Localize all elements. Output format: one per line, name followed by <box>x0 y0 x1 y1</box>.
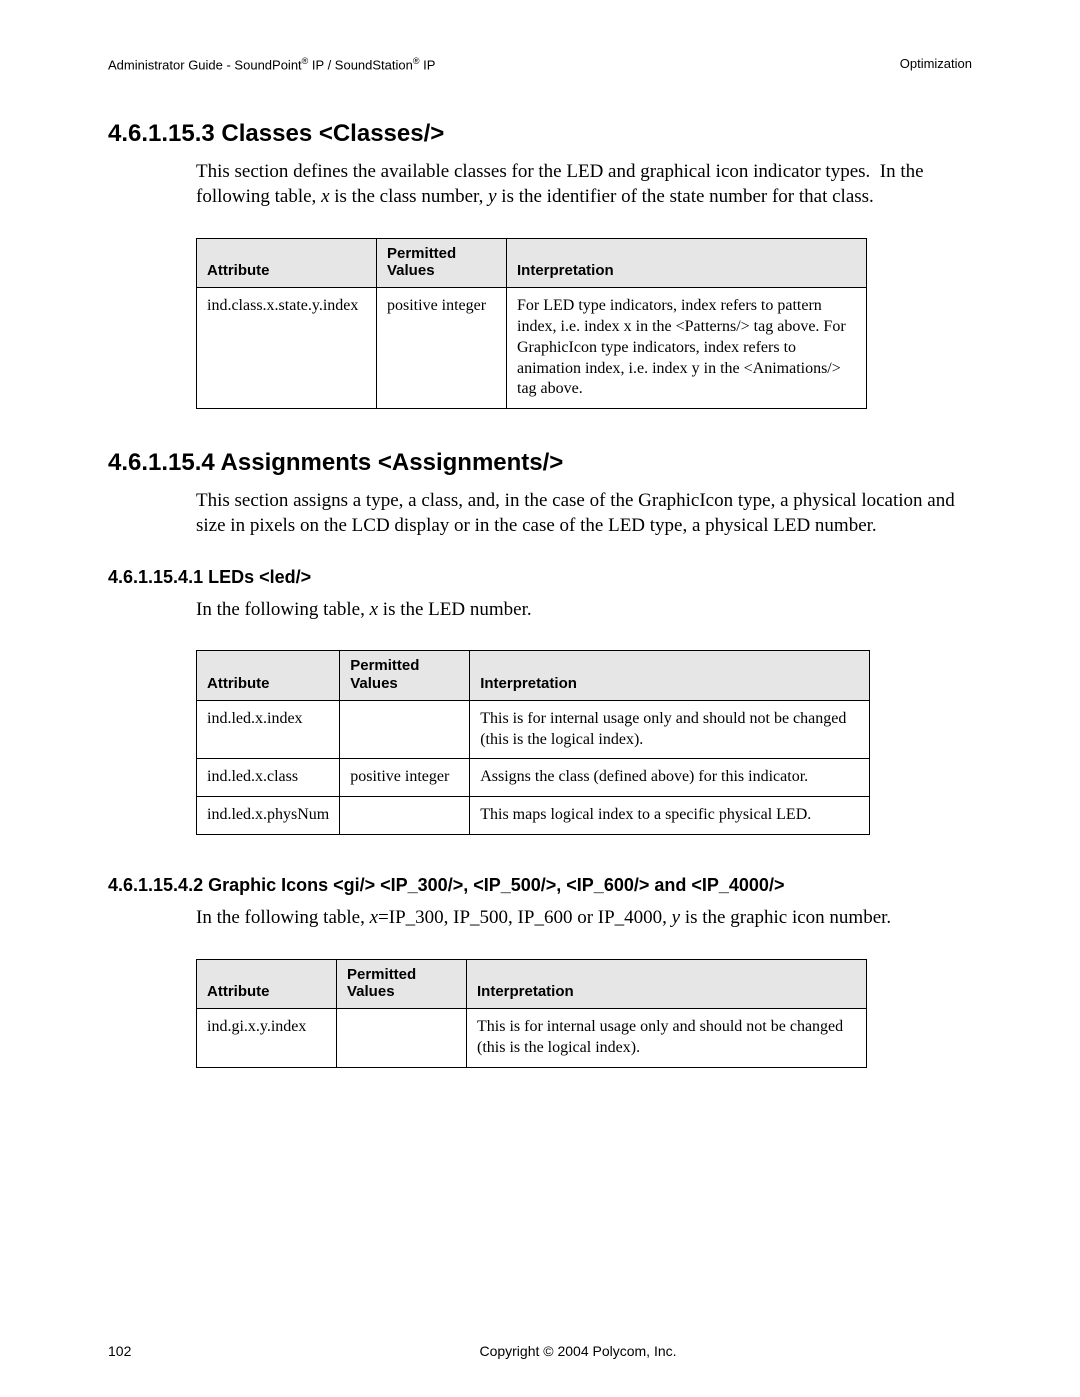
cell-attr: ind.class.x.state.y.index <box>197 288 377 409</box>
table-header-row: Attribute PermittedValues Interpretation <box>197 959 867 1009</box>
cell-attr: ind.led.x.class <box>197 759 340 797</box>
para-leds: In the following table, x is the LED num… <box>196 598 972 623</box>
cell-interp: This maps logical index to a specific ph… <box>470 797 870 835</box>
para-assignments: This section assigns a type, a class, an… <box>196 489 972 538</box>
heading-leds: 4.6.1.15.4.1 LEDs <led/> <box>108 567 972 588</box>
th-permitted: PermittedValues <box>377 238 507 288</box>
cell-interp: This is for internal usage only and shou… <box>470 700 870 759</box>
table-row: ind.led.x.physNum This maps logical inde… <box>197 797 870 835</box>
heading-classes: 4.6.1.15.3 Classes <Classes/> <box>108 120 972 148</box>
cell-attr: ind.gi.x.y.index <box>197 1009 337 1068</box>
th-attribute: Attribute <box>197 651 340 701</box>
header-left: Administrator Guide - SoundPoint® IP / S… <box>108 56 435 72</box>
footer: 102 Copyright © 2004 Polycom, Inc. <box>0 1343 1080 1359</box>
th-interpretation: Interpretation <box>507 238 867 288</box>
heading-gi: 4.6.1.15.4.2 Graphic Icons <gi/> <IP_300… <box>108 875 972 896</box>
cell-interp: This is for internal usage only and shou… <box>467 1009 867 1068</box>
th-attribute: Attribute <box>197 238 377 288</box>
th-interpretation: Interpretation <box>467 959 867 1009</box>
th-permitted: PermittedValues <box>337 959 467 1009</box>
table-gi: Attribute PermittedValues Interpretation… <box>196 959 867 1068</box>
heading-assignments: 4.6.1.15.4 Assignments <Assignments/> <box>108 449 972 477</box>
cell-perm <box>340 700 470 759</box>
copyright: Copyright © 2004 Polycom, Inc. <box>76 1343 1080 1359</box>
cell-perm: positive integer <box>377 288 507 409</box>
table-header-row: Attribute PermittedValues Interpretation <box>197 651 870 701</box>
cell-attr: ind.led.x.physNum <box>197 797 340 835</box>
table-row: ind.class.x.state.y.index positive integ… <box>197 288 867 409</box>
para-classes: This section defines the available class… <box>196 160 972 209</box>
cell-perm <box>340 797 470 835</box>
table-row: ind.gi.x.y.index This is for internal us… <box>197 1009 867 1068</box>
cell-attr: ind.led.x.index <box>197 700 340 759</box>
header-right: Optimization <box>900 56 972 72</box>
th-attribute: Attribute <box>197 959 337 1009</box>
cell-perm <box>337 1009 467 1068</box>
running-header: Administrator Guide - SoundPoint® IP / S… <box>108 56 972 72</box>
th-permitted: PermittedValues <box>340 651 470 701</box>
table-header-row: Attribute PermittedValues Interpretation <box>197 238 867 288</box>
para-gi: In the following table, x=IP_300, IP_500… <box>196 906 972 931</box>
page: Administrator Guide - SoundPoint® IP / S… <box>0 0 1080 1397</box>
cell-perm: positive integer <box>340 759 470 797</box>
table-row: ind.led.x.class positive integer Assigns… <box>197 759 870 797</box>
table-row: ind.led.x.index This is for internal usa… <box>197 700 870 759</box>
cell-interp: Assigns the class (defined above) for th… <box>470 759 870 797</box>
table-leds: Attribute PermittedValues Interpretation… <box>196 650 870 835</box>
table-classes: Attribute PermittedValues Interpretation… <box>196 238 867 409</box>
th-interpretation: Interpretation <box>470 651 870 701</box>
cell-interp: For LED type indicators, index refers to… <box>507 288 867 409</box>
